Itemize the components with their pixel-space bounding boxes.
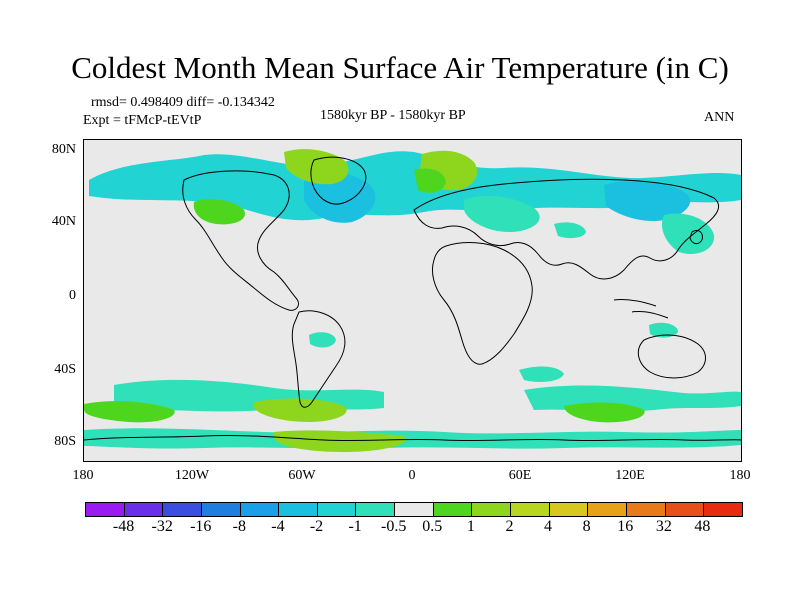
colorbar-label: 0.5	[422, 518, 443, 535]
map-canvas	[84, 149, 741, 452]
colorbar-segment	[549, 503, 589, 516]
colorbar-segment	[201, 503, 241, 516]
experiment-label: Expt = tFMcP-tEVtP	[83, 113, 202, 128]
lon-label-0: 0	[408, 468, 416, 483]
coast-antarctica	[84, 434, 741, 442]
coast-australia	[637, 334, 706, 379]
anomaly-warm-eurasia	[414, 168, 446, 193]
anomaly-cold-pacific-north	[661, 213, 715, 255]
coast-greenland	[310, 156, 367, 205]
colorbar-label: 4	[544, 518, 553, 535]
anomaly-cold-antarctic	[84, 428, 741, 449]
colorbar-label: -32	[151, 518, 173, 535]
lon-label-180e: 180	[729, 468, 751, 483]
colorbar-label: 2	[505, 518, 514, 535]
colorbar-segment	[433, 503, 473, 516]
anomaly-warm-southern-3	[564, 402, 645, 423]
anomaly-cold-arctic	[89, 151, 741, 221]
coast-south-america	[291, 310, 346, 408]
stats-label: rmsd= 0.498409 diff= -0.134342	[91, 95, 275, 110]
anomaly-cold-patch-1	[554, 222, 586, 239]
anomaly-cold-siberia	[604, 180, 691, 222]
colorbar-segment	[511, 503, 550, 516]
colorbar	[85, 502, 743, 517]
colorbar-segment	[626, 503, 666, 516]
colorbar-segment	[704, 503, 742, 516]
map-panel	[83, 139, 742, 462]
colorbar-segment	[356, 503, 396, 516]
lat-label-80s: 80S	[54, 434, 76, 449]
lon-label-180w: 180	[72, 468, 94, 483]
colorbar-segment	[163, 503, 202, 516]
colorbar-segment	[665, 503, 705, 516]
colorbar-segment	[86, 503, 125, 516]
anomaly-warm-labrador	[193, 199, 245, 225]
coastlines	[84, 156, 741, 442]
colorbar-label: 1	[466, 518, 475, 535]
colorbar-segment	[588, 503, 627, 516]
colorbar-segment	[279, 503, 318, 516]
colorbar-label: -8	[232, 518, 246, 535]
lon-label-120e: 120E	[615, 468, 645, 483]
colorbar-label: -2	[309, 518, 324, 535]
colorbar-segment	[472, 503, 512, 516]
lat-label-80n: 80N	[51, 142, 76, 157]
coast-japan	[689, 229, 703, 245]
anomaly-warm-southern-1	[254, 398, 347, 422]
colorbar-label: 16	[617, 518, 634, 535]
colorbar-label: 8	[582, 518, 591, 535]
lon-label-60w: 60W	[288, 468, 316, 483]
lat-label-40n: 40N	[51, 214, 76, 229]
coast-indonesia	[613, 299, 669, 319]
anomaly-cold-patch-3	[649, 322, 678, 338]
anomaly-warm-antarctic	[274, 430, 406, 452]
anomaly-warm-southern-2	[84, 401, 175, 423]
colorbar-label: 48	[694, 518, 711, 535]
anomaly-warm-north-atlantic	[284, 149, 349, 185]
anomaly-cold-greenland	[304, 172, 376, 223]
lon-label-120w: 120W	[174, 468, 210, 483]
colorbar-segment	[317, 503, 357, 516]
colorbar-label: -4	[271, 518, 285, 535]
colorbar-segment	[240, 503, 280, 516]
period-label: 1580kyr BP - 1580kyr BP	[320, 108, 466, 123]
colorbar-label: -0.5	[381, 518, 407, 535]
coast-north-america	[182, 170, 299, 311]
coast-eurasia	[413, 178, 719, 280]
anomaly-fields	[84, 149, 741, 452]
colorbar-segment	[395, 503, 434, 516]
season-label: ANN	[704, 110, 735, 125]
lon-label-60e: 60E	[508, 468, 532, 483]
colorbar-label: -1	[348, 518, 362, 535]
colorbar-label: 32	[655, 518, 672, 535]
anomaly-cold-patch-2	[309, 332, 336, 348]
colorbar-segment	[124, 503, 164, 516]
lat-label-40s: 40S	[54, 362, 76, 377]
coast-africa	[431, 242, 533, 365]
anomaly-cold-patch-4	[519, 366, 564, 382]
colorbar-label: -48	[112, 518, 135, 535]
lat-label-0: 0	[69, 288, 76, 303]
anomaly-cold-europe	[464, 195, 540, 232]
plot-title: Coldest Month Mean Surface Air Temperatu…	[71, 50, 729, 85]
colorbar-label: -16	[190, 518, 212, 535]
